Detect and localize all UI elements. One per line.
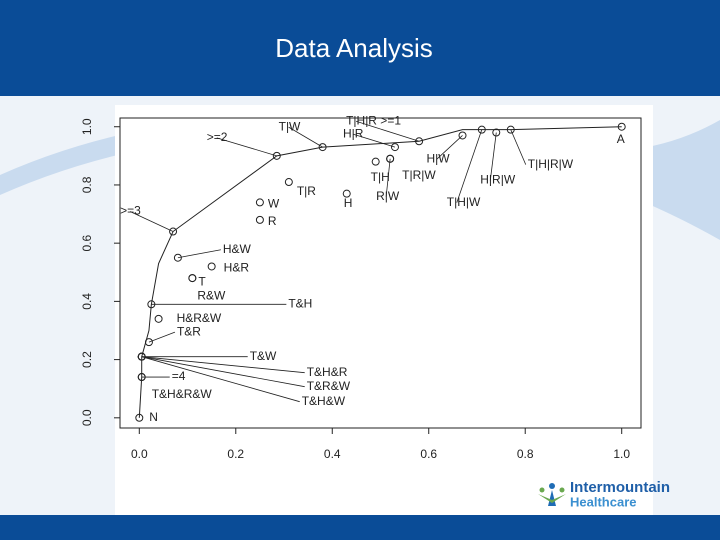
leader-line (456, 129, 483, 203)
y-tick-label: 0.0 (80, 409, 94, 426)
y-tick-label: 1.0 (80, 118, 94, 135)
leader-line (177, 249, 221, 259)
point (386, 154, 395, 163)
header-band (0, 0, 720, 96)
y-tick-label: 0.6 (80, 235, 94, 252)
leader-line (436, 135, 463, 160)
point (284, 178, 293, 187)
point (390, 143, 399, 152)
point (137, 373, 146, 382)
point-label: T&R&W (307, 379, 351, 393)
point-label: A (617, 132, 625, 146)
point-label: R&W (197, 288, 226, 302)
point (318, 143, 327, 152)
logo-text: Healthcare (570, 494, 636, 509)
y-tick-label: 0.2 (80, 351, 94, 368)
point (458, 131, 467, 140)
leader-line (489, 132, 497, 181)
point-label: =4 (172, 369, 186, 383)
leader-line (141, 356, 305, 388)
plot-frame (119, 117, 642, 429)
point-label: T|W (279, 119, 301, 133)
chart-panel (115, 105, 653, 515)
point-label: H|W (427, 152, 451, 166)
leader-line (129, 211, 174, 232)
point (617, 122, 626, 131)
point (371, 157, 380, 166)
leader-line (385, 158, 391, 197)
logo-icon (538, 483, 566, 506)
point-label: H&W (223, 242, 252, 256)
point (342, 189, 351, 198)
point-label: T|H (371, 170, 390, 184)
x-tick-label: 0.8 (517, 447, 534, 461)
point-label: W (268, 197, 280, 211)
point-label: T&W (250, 349, 277, 363)
point (154, 314, 163, 323)
x-tick-label: 0.6 (420, 447, 437, 461)
point (135, 413, 144, 422)
point-label: T&H&R&W (152, 387, 213, 401)
x-tick-label: 1.0 (613, 447, 630, 461)
point-label: R (268, 214, 277, 228)
point-label: T|H|R >=1 (346, 113, 401, 127)
point (506, 125, 515, 134)
leader-line (141, 356, 300, 403)
point (207, 262, 216, 271)
point (415, 137, 424, 146)
point (477, 125, 486, 134)
point-label: H|R (343, 126, 364, 140)
y-tick-label: 0.4 (80, 293, 94, 310)
leader-line (355, 120, 420, 142)
point-label: H&R&W (177, 311, 222, 325)
point-label: T|R (297, 184, 316, 198)
point-label: H|R|W (480, 173, 516, 187)
point (137, 352, 146, 361)
point (255, 198, 264, 207)
point (144, 338, 153, 347)
point-label: T&H (288, 296, 312, 310)
x-tick-label: 0.0 (131, 447, 148, 461)
point-label: N (149, 410, 158, 424)
leader-line (288, 126, 323, 148)
x-tick-label: 0.2 (227, 447, 244, 461)
point (492, 128, 501, 137)
point-label: H (344, 196, 353, 210)
leader-line (141, 356, 305, 374)
point-label: T&H&R (307, 365, 348, 379)
point-label: T|H|R|W (528, 157, 574, 171)
leader-line (352, 133, 396, 148)
point-label: R|W (376, 189, 400, 203)
point-label: T (198, 274, 206, 288)
point-label: T&H&W (302, 394, 346, 408)
point (169, 227, 178, 236)
point-label: T|R|W (402, 168, 436, 182)
point (173, 253, 182, 262)
leader-line (216, 137, 277, 157)
point (255, 215, 264, 224)
point-label: >=2 (207, 130, 228, 144)
x-tick-label: 0.4 (324, 447, 341, 461)
point-label: >=3 (120, 204, 141, 218)
footer-band (0, 515, 720, 540)
point-label: H&R (224, 261, 250, 275)
y-tick-label: 0.8 (80, 176, 94, 193)
point-label: T|H|W (447, 195, 481, 209)
leader-line (510, 129, 527, 165)
point (147, 300, 156, 309)
leader-line (148, 331, 176, 343)
slide-title: Data Analysis (275, 33, 433, 63)
logo-text: Intermountain (570, 479, 670, 496)
point (188, 274, 197, 283)
chart: 0.0 0.2 0.4 0.6 0.8 1.0 0.0 0.2 0.4 0.6 0.8 1.0 N =4 T… (80, 113, 642, 461)
point (272, 151, 281, 160)
point-label: T&R (177, 324, 201, 338)
